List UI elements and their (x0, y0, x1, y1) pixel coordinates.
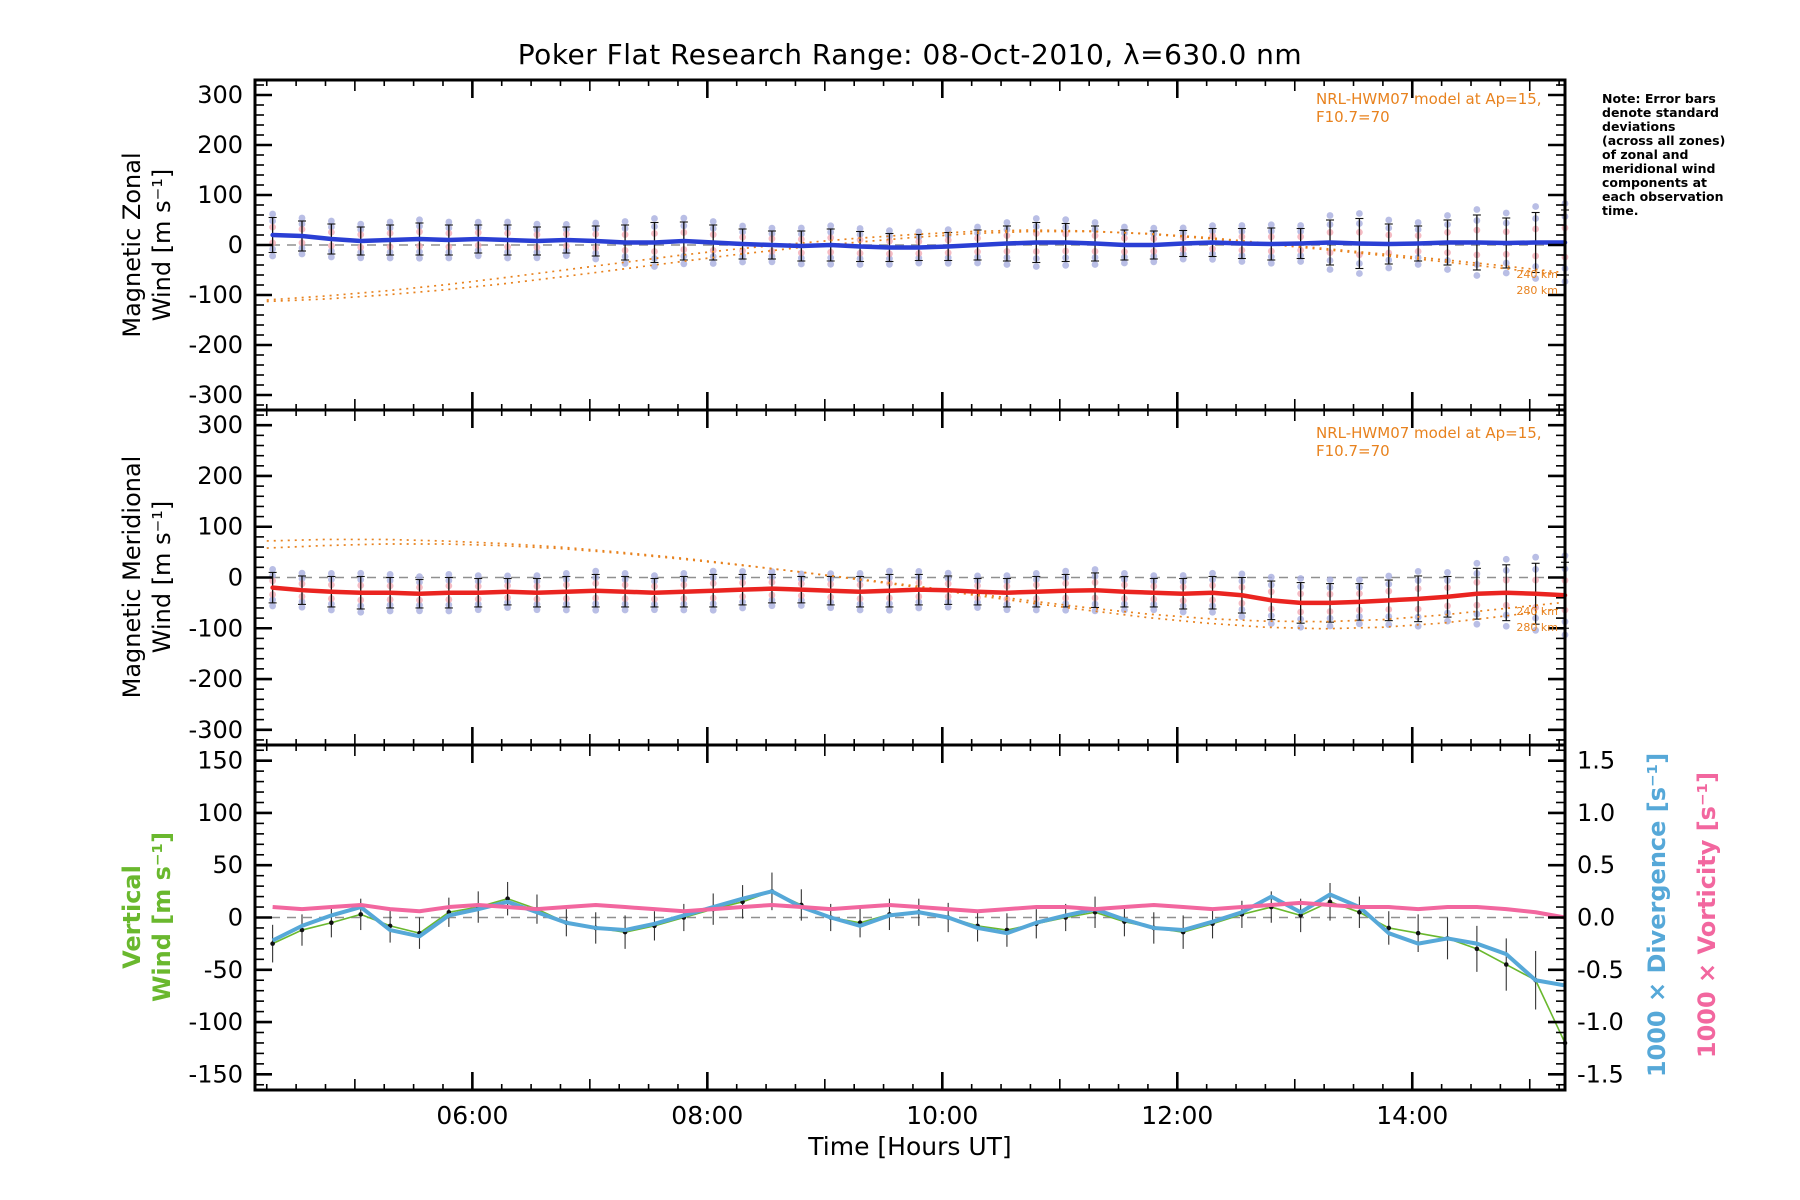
svg-text:-1.5: -1.5 (1577, 1060, 1624, 1088)
y-axis-label-zonal-line2: Wind [m s⁻¹] (148, 168, 176, 322)
magnetic-zonal-wind-panel (255, 80, 1569, 410)
y-axis-label-zonal-line1: Magnetic Zonal (118, 152, 146, 338)
y-axis-label-vertical-line2: Wind [m s⁻¹] (148, 831, 176, 1003)
alt-label-280-zonal: 280 km (1516, 284, 1558, 297)
svg-text:-0.5: -0.5 (1577, 956, 1624, 984)
svg-text:10:00: 10:00 (906, 1101, 978, 1130)
svg-text:0: 0 (228, 564, 243, 592)
svg-text:-200: -200 (189, 665, 243, 693)
svg-text:200: 200 (197, 462, 243, 490)
svg-text:-100: -100 (189, 281, 243, 309)
model-annotation-meridional: NRL-HWM07 model at Ap=15, F10.7=70 (1316, 424, 1542, 460)
svg-text:0: 0 (228, 231, 243, 259)
y-axis-label-vertical: Vertical Wind [m s⁻¹] (117, 832, 177, 1002)
svg-text:-1.0: -1.0 (1577, 1008, 1624, 1036)
y-axis-label-meridional-line1: Magnetic Meridional (118, 455, 146, 699)
svg-text:12:00: 12:00 (1141, 1101, 1213, 1130)
y-axis-label-meridional-line2: Wind [m s⁻¹] (148, 500, 176, 654)
magnetic-meridional-wind-panel (255, 410, 1569, 745)
model-annotation-zonal: NRL-HWM07 model at Ap=15, F10.7=70 (1316, 90, 1542, 126)
x-axis-label: Time [Hours UT] (808, 1132, 1012, 1161)
svg-text:-200: -200 (189, 331, 243, 359)
y-axis-label-zonal: Magnetic Zonal Wind [m s⁻¹] (117, 152, 177, 337)
svg-text:100: 100 (197, 799, 243, 827)
svg-text:100: 100 (197, 181, 243, 209)
chart-title: Poker Flat Research Range: 08-Oct-2010, … (517, 38, 1303, 71)
right-axis-label-vorticity: 1000 × Vorticity [s⁻¹] (1693, 771, 1721, 1059)
svg-text:14:00: 14:00 (1376, 1101, 1448, 1130)
alt-label-280-meridional: 280 km (1516, 621, 1558, 634)
svg-text:08:00: 08:00 (671, 1101, 743, 1130)
svg-text:0: 0 (228, 904, 243, 932)
svg-text:1.5: 1.5 (1577, 747, 1615, 775)
svg-text:0.5: 0.5 (1577, 851, 1615, 879)
svg-text:300: 300 (197, 81, 243, 109)
y-axis-label-vertical-line1: Vertical (118, 865, 146, 969)
svg-text:-150: -150 (189, 1060, 243, 1088)
vertical-wind-divergence-vorticity-panel (255, 745, 1568, 1090)
svg-text:-100: -100 (189, 614, 243, 642)
svg-text:300: 300 (197, 411, 243, 439)
svg-text:50: 50 (212, 851, 243, 879)
svg-text:150: 150 (197, 747, 243, 775)
right-axis-label-divergence: 1000 × Divergence [s⁻¹] (1643, 752, 1671, 1078)
svg-text:-300: -300 (189, 381, 243, 409)
note-text: Note: Error bars denote standard deviati… (1602, 91, 1726, 218)
svg-text:-100: -100 (189, 1008, 243, 1036)
svg-text:06:00: 06:00 (436, 1101, 508, 1130)
y-axis-label-meridional: Magnetic Meridional Wind [m s⁻¹] (117, 456, 177, 699)
svg-text:-300: -300 (189, 716, 243, 744)
svg-text:0.0: 0.0 (1577, 904, 1615, 932)
alt-label-240-meridional: 240 km (1516, 605, 1558, 618)
svg-text:200: 200 (197, 131, 243, 159)
alt-label-240-zonal: 240 km (1516, 268, 1558, 281)
svg-text:100: 100 (197, 513, 243, 541)
svg-text:1.0: 1.0 (1577, 799, 1615, 827)
svg-text:-50: -50 (204, 956, 243, 984)
